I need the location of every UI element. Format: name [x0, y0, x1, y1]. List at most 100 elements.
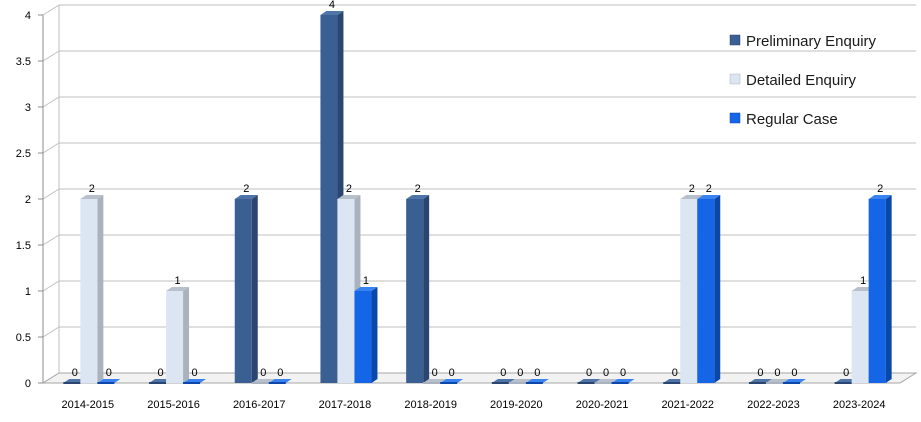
bar-top	[406, 195, 430, 199]
bar	[834, 382, 852, 384]
gridline-depth	[42, 4, 60, 16]
legend-label: Detailed Enquiry	[746, 72, 857, 89]
data-label: 0	[843, 367, 849, 379]
x-tick-label: 2023-2024	[833, 399, 886, 411]
data-label: 0	[774, 367, 780, 379]
bar	[80, 199, 98, 383]
data-label: 2	[243, 183, 249, 195]
bar	[782, 382, 800, 384]
bar	[337, 199, 355, 383]
bar-top	[337, 195, 361, 199]
x-tick-label: 2021-2022	[661, 399, 714, 411]
grid	[42, 4, 916, 384]
data-label: 0	[791, 367, 797, 379]
data-label: 1	[174, 275, 180, 287]
legend: Preliminary Enquiry Detailed Enquiry Regul…	[729, 33, 877, 128]
gridline-depth	[42, 142, 60, 154]
data-label: 2	[877, 183, 883, 195]
bar-side	[423, 195, 430, 383]
bar-side	[183, 287, 190, 383]
data-label: 0	[432, 367, 438, 379]
bar	[508, 382, 526, 384]
bar	[765, 382, 783, 384]
bar-side	[251, 195, 258, 383]
x-tick-label: 2015-2016	[147, 399, 200, 411]
bar	[611, 382, 629, 384]
x-tick-label: 2014-2015	[62, 399, 115, 411]
bar-top	[80, 195, 104, 199]
data-label: 1	[860, 275, 866, 287]
data-label: 0	[757, 367, 763, 379]
bar	[868, 199, 886, 383]
data-label: 4	[329, 0, 335, 11]
bar-top	[166, 287, 190, 291]
legend-swatch	[729, 34, 741, 46]
bar	[594, 382, 612, 384]
bar-side	[371, 287, 378, 383]
bar-top	[697, 195, 721, 199]
x-tick-label: 2019-2020	[490, 399, 543, 411]
data-label: 1	[363, 275, 369, 287]
data-label: 0	[72, 367, 78, 379]
data-label: 0	[586, 367, 592, 379]
y-tick-label: 4	[25, 10, 31, 22]
y-tick-label: 1	[25, 286, 31, 298]
bar-side	[714, 195, 721, 383]
data-label: 0	[534, 367, 540, 379]
bar	[697, 199, 715, 383]
y-tick-label: 0.5	[16, 332, 31, 344]
y-tick-label: 2	[25, 194, 31, 206]
bar	[63, 382, 81, 384]
gridline-depth	[42, 188, 60, 200]
x-tick-label: 2020-2021	[576, 399, 629, 411]
bar-side	[97, 195, 104, 383]
bar	[97, 382, 115, 384]
x-tick-label: 2016-2017	[233, 399, 286, 411]
bar	[680, 199, 698, 383]
y-tick-label: 3	[25, 102, 31, 114]
data-label: 0	[106, 367, 112, 379]
bar-top	[680, 195, 704, 199]
gridline-depth	[42, 50, 60, 62]
bar	[183, 382, 201, 384]
bar	[406, 199, 424, 383]
bar	[423, 382, 441, 384]
gridline-depth	[42, 326, 60, 338]
bar	[166, 291, 184, 383]
bar	[440, 382, 458, 384]
data-label: 0	[191, 367, 197, 379]
data-label: 0	[672, 367, 678, 379]
y-tick-label: 3.5	[16, 56, 31, 68]
bar-top	[354, 287, 378, 291]
y-tick-label: 0	[25, 378, 31, 390]
x-tick-label: 2018-2019	[404, 399, 457, 411]
gridline-depth	[42, 96, 60, 108]
bar	[234, 199, 252, 383]
bars	[63, 11, 892, 384]
data-label: 0	[517, 367, 523, 379]
bar	[251, 382, 269, 384]
data-label: 2	[689, 183, 695, 195]
data-label: 2	[89, 183, 95, 195]
data-label: 0	[449, 367, 455, 379]
x-tick-label: 2022-2023	[747, 399, 800, 411]
data-label: 0	[620, 367, 626, 379]
bar	[268, 382, 286, 384]
legend-swatch	[729, 112, 741, 124]
data-label: 2	[706, 183, 712, 195]
x-tick-label: 2017-2018	[319, 399, 372, 411]
data-label: 0	[500, 367, 506, 379]
bar	[320, 15, 338, 383]
data-label: 0	[260, 367, 266, 379]
bar	[525, 382, 543, 384]
data-label: 0	[157, 367, 163, 379]
gridline-depth	[42, 234, 60, 246]
bar	[354, 291, 372, 383]
data-label: 2	[415, 183, 421, 195]
y-tick-label: 2.5	[16, 148, 31, 160]
bar	[577, 382, 595, 384]
data-label: 0	[603, 367, 609, 379]
